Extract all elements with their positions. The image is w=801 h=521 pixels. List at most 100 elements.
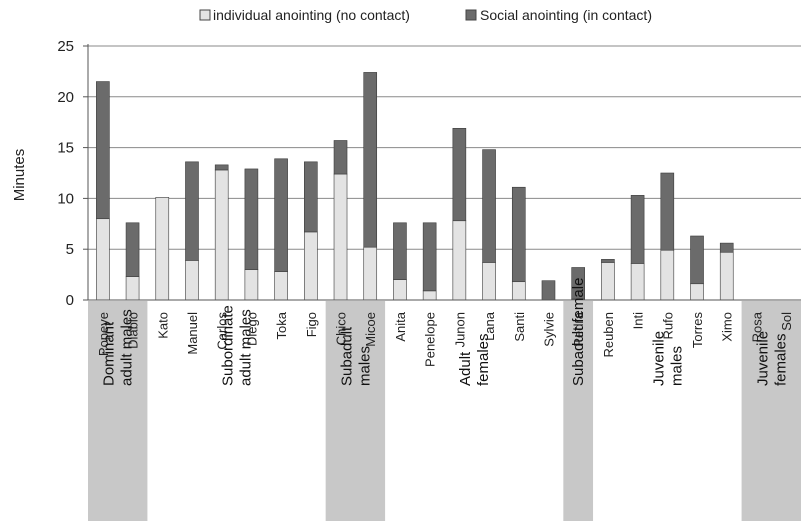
bar-social-diablo bbox=[125, 222, 140, 277]
bar-social-anita bbox=[393, 222, 407, 280]
legend-swatch-social bbox=[465, 9, 477, 21]
x-tick-label-kato: Kato bbox=[155, 312, 170, 339]
bar-social-sylvie bbox=[541, 280, 556, 301]
x-tick-label-manuel: Manuel bbox=[185, 312, 200, 355]
bar-social-pedra bbox=[571, 267, 585, 300]
bar-individual-torres bbox=[690, 283, 704, 301]
x-tick-label-rufo: Rufo bbox=[660, 312, 675, 339]
x-tick-label-anita: Anita bbox=[393, 311, 408, 341]
bar-social-santi bbox=[511, 186, 526, 283]
group-shade-4 bbox=[563, 301, 594, 521]
bar-individual-reuben bbox=[601, 262, 615, 301]
x-tick-label-sylvie: Sylvie bbox=[541, 312, 556, 347]
group-shade-0 bbox=[88, 301, 148, 521]
group-label-line: males bbox=[668, 346, 685, 386]
y-tick-label: 15 bbox=[57, 140, 74, 157]
bar-social-inti bbox=[630, 195, 645, 264]
legend-label-social: Social anointing (in contact) bbox=[480, 7, 652, 23]
bar-individual-diablo bbox=[125, 276, 140, 301]
bar-social-ximo bbox=[719, 242, 734, 253]
bar-individual-figo bbox=[304, 231, 318, 301]
group-shade-6 bbox=[741, 301, 801, 521]
bar-individual-lana bbox=[482, 262, 496, 301]
group-shade-2 bbox=[325, 301, 386, 521]
axes bbox=[83, 44, 801, 301]
y-axis-label: Minutes bbox=[11, 149, 28, 202]
x-tick-label-reuben: Reuben bbox=[601, 312, 616, 358]
group-label-line: females bbox=[475, 333, 492, 386]
gridlines bbox=[88, 45, 801, 250]
legend-swatch-individual bbox=[199, 9, 211, 21]
x-tick-label-lana: Lana bbox=[482, 311, 497, 341]
group-label-line: adult males bbox=[238, 309, 255, 386]
bar-social-rufo bbox=[660, 172, 675, 251]
legend: individual anointing (no contact) Social… bbox=[199, 7, 652, 23]
group-label-line: males bbox=[356, 346, 373, 386]
bar-individual-inti bbox=[630, 263, 645, 301]
bar-individual-rufo bbox=[660, 249, 675, 301]
y-tick-label: 5 bbox=[66, 241, 74, 258]
bar-social-manuel bbox=[185, 161, 199, 261]
x-tick-label-toka: Toka bbox=[274, 311, 289, 339]
group-label-line: Adult bbox=[457, 351, 474, 386]
group-label-line: adult males bbox=[119, 309, 136, 386]
bar-individual-diego bbox=[244, 269, 259, 301]
y-tick-label: 10 bbox=[57, 190, 74, 207]
group-label-line: Subordinate bbox=[220, 305, 237, 386]
bar-individual-kato bbox=[155, 197, 170, 301]
group-label-line: Subadult female bbox=[570, 278, 587, 386]
bar-individual-manuel bbox=[185, 260, 199, 301]
bar-individual-carlos bbox=[214, 169, 229, 301]
bar-individual-chico bbox=[333, 173, 348, 301]
y-tick-label: 0 bbox=[66, 292, 74, 309]
x-tick-label-torres: Torres bbox=[690, 312, 705, 349]
bar-individual-micoe bbox=[363, 246, 378, 301]
bar-social-lana bbox=[482, 149, 496, 263]
x-tick-label-carlos: Carlos bbox=[215, 312, 230, 350]
group-label-line: Subadult bbox=[338, 326, 355, 386]
group-label-line: Dominant bbox=[101, 321, 118, 386]
bar-individual-junon bbox=[452, 220, 467, 301]
group-label-line: Juvenile bbox=[650, 331, 667, 386]
x-tick-label-diego: Diego bbox=[244, 312, 259, 346]
x-tick-label-ximo: Ximo bbox=[720, 312, 735, 342]
bar-social-chico bbox=[333, 140, 348, 175]
x-tick-label-junon: Junon bbox=[452, 312, 467, 347]
x-tick-label-pedra: Pedra bbox=[571, 311, 586, 346]
bar-social-penelope bbox=[422, 222, 437, 292]
bar-social-torres bbox=[690, 235, 704, 285]
bar-social-carlos bbox=[214, 164, 229, 171]
x-tick-label-diablo: Diablo bbox=[126, 312, 141, 349]
group-shading bbox=[88, 301, 801, 521]
labels: 0 5 10 15 20 25 Popeye Diablo Kato Manuel Carlos Di… bbox=[57, 38, 794, 386]
group-label-line: Juvenile bbox=[754, 331, 771, 386]
bar-social-reuben bbox=[601, 259, 615, 263]
y-tick-label: 25 bbox=[57, 38, 74, 55]
x-tick-label-rosa: Rosa bbox=[749, 311, 764, 342]
bar-social-figo bbox=[304, 161, 318, 233]
bar-individual-popeye bbox=[96, 218, 110, 301]
bar-social-diego bbox=[244, 168, 259, 270]
bars bbox=[96, 72, 734, 301]
x-tick-label-sol: Sol bbox=[779, 312, 794, 331]
bar-individual-toka bbox=[274, 271, 288, 301]
group-label-line: females bbox=[772, 333, 789, 386]
x-tick-label-santi: Santi bbox=[512, 312, 527, 342]
bar-individual-ximo bbox=[719, 251, 734, 301]
x-tick-label-figo: Figo bbox=[304, 312, 319, 337]
legend-label-individual: individual anointing (no contact) bbox=[213, 7, 410, 23]
bar-individual-santi bbox=[511, 281, 526, 301]
x-tick-label-popeye: Popeye bbox=[96, 312, 111, 356]
bar-social-popeye bbox=[96, 81, 110, 220]
bar-social-junon bbox=[452, 127, 467, 222]
bar-social-micoe bbox=[363, 72, 378, 248]
x-tick-label-micoe: Micoe bbox=[363, 312, 378, 347]
bar-social-toka bbox=[274, 158, 288, 272]
bar-individual-anita bbox=[393, 279, 407, 301]
x-tick-label-chico: Chico bbox=[334, 312, 349, 345]
y-tick-label: 20 bbox=[57, 89, 74, 106]
x-tick-label-inti: Inti bbox=[631, 312, 646, 329]
x-tick-label-penelope: Penelope bbox=[423, 312, 438, 367]
bar-individual-penelope bbox=[422, 290, 437, 301]
